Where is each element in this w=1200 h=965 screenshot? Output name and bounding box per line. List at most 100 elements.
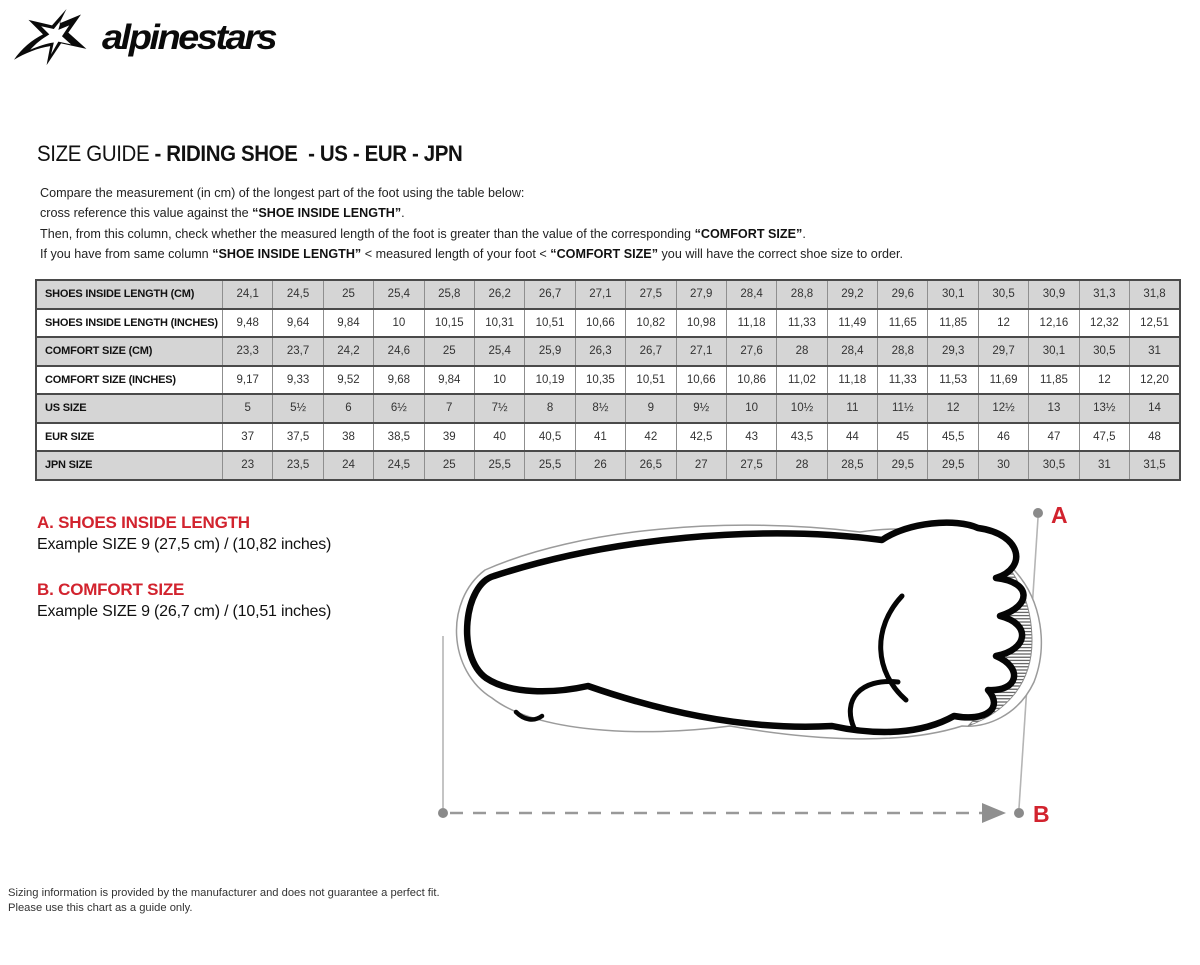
size-cell: 10,51 [524, 307, 576, 338]
size-cell: 30 [977, 450, 1030, 481]
size-table-body: SHOES INSIDE LENGTH (CM) 24,1 24,5 25 25,4 25… [35, 279, 1181, 481]
size-cell: 8½ [574, 393, 627, 424]
size-cell: 12 [977, 307, 1030, 338]
table-row: COMFORT SIZE (CM) 23,3 23,7 24,2 24,6 25 25,4 2… [35, 336, 1181, 367]
size-cell: 11,33 [776, 307, 828, 338]
size-cell: 10,19 [524, 364, 576, 395]
size-cell: 29,3 [927, 336, 979, 367]
size-cell: 10,86 [725, 364, 778, 395]
footer-line-2: Please use this chart as a guide only. [8, 902, 193, 914]
size-cell: 11,65 [877, 307, 929, 338]
intro-line-3: Then, from this column, check whether th… [40, 226, 806, 241]
page-title: SIZE GUIDE - RIDING SHOE - US - EUR - JP… [37, 141, 463, 167]
size-cell: 31 [1078, 450, 1131, 481]
size-cell: 30,1 [1028, 336, 1080, 367]
size-cell: 10,98 [675, 307, 727, 338]
size-cell: 25,8 [423, 279, 475, 310]
size-cell: 10½ [776, 393, 828, 424]
size-cell: 43 [725, 421, 778, 452]
size-table: SHOES INSIDE LENGTH (CM) 24,1 24,5 25 25,4 25… [35, 279, 1181, 481]
size-cell: 37 [221, 421, 274, 452]
size-cell: 10,82 [625, 307, 677, 338]
legend-a-example: Example SIZE 9 (27,5 cm) / (10,82 inches… [37, 536, 332, 553]
table-row: SHOES INSIDE LENGTH (INCHES) 9,48 9,64 9,84… [35, 307, 1181, 338]
alpinestars-wordmark: alpinestars [102, 18, 278, 57]
table-row: SHOES INSIDE LENGTH (CM) 24,1 24,5 25 25,4 25… [35, 279, 1181, 310]
table-row: JPN SIZE 23 23,5 24 24,5 25 25,5 25,5 26 26,5 27 27… [35, 450, 1181, 481]
size-cell: 9,64 [272, 307, 324, 338]
intro-text: Compare the measurement (in cm) of the l… [40, 183, 903, 264]
size-cell: 12 [1078, 364, 1131, 395]
foot-measurement-diagram: A B [438, 502, 1068, 827]
heel-dot [438, 808, 448, 818]
size-cell: 23 [221, 450, 274, 481]
size-cell: 11,53 [927, 364, 979, 395]
size-cell: 40 [473, 421, 526, 452]
size-cell: 11,18 [725, 307, 778, 338]
size-cell: 5½ [272, 393, 324, 424]
size-cell: 12 [927, 393, 979, 424]
size-cell: 28,8 [776, 279, 828, 310]
heel-crease-line [513, 709, 545, 722]
size-cell: 28 [776, 336, 828, 367]
size-cell: 12,51 [1129, 307, 1181, 338]
size-cell: 9,48 [221, 307, 274, 338]
size-cell: 48 [1129, 421, 1181, 452]
size-cell: 39 [423, 421, 475, 452]
page-title-prefix: SIZE GUIDE [37, 141, 155, 166]
size-cell: 42,5 [675, 421, 727, 452]
size-cell: 27,1 [675, 336, 727, 367]
size-cell: 30,5 [1028, 450, 1080, 481]
size-cell: 27,6 [725, 336, 778, 367]
size-cell: 13½ [1078, 393, 1131, 424]
size-cell: 9,17 [221, 364, 274, 395]
size-cell: 10,51 [625, 364, 677, 395]
size-cell: 10,15 [423, 307, 475, 338]
size-cell: 11,33 [877, 364, 929, 395]
toe-crease-line [878, 593, 909, 703]
size-cell: 9,52 [322, 364, 375, 395]
size-cell: 24,5 [373, 450, 425, 481]
size-cell: 23,3 [221, 336, 274, 367]
size-cell: 30,1 [927, 279, 979, 310]
size-cell: 30,5 [977, 279, 1030, 310]
size-cell: 12,16 [1028, 307, 1080, 338]
size-cell: 6 [322, 393, 375, 424]
size-cell: 28 [776, 450, 828, 481]
size-cell: 26,2 [473, 279, 526, 310]
size-cell: 11,02 [776, 364, 828, 395]
size-cell: 11,69 [977, 364, 1030, 395]
size-cell: 27 [675, 450, 727, 481]
size-cell: 29,5 [927, 450, 979, 481]
size-cell: 5 [221, 393, 274, 424]
size-cell: 24,1 [221, 279, 274, 310]
size-cell: 31,3 [1078, 279, 1131, 310]
size-cell: 25,5 [524, 450, 576, 481]
size-cell: 45,5 [927, 421, 979, 452]
size-cell: 38 [322, 421, 375, 452]
size-cell: 12,20 [1129, 364, 1181, 395]
legend-comfort-size: B. COMFORT SIZE Example SIZE 9 (26,7 cm)… [37, 580, 331, 621]
size-cell: 10 [473, 364, 526, 395]
size-cell: 42 [625, 421, 677, 452]
size-cell: 28,4 [725, 279, 778, 310]
size-cell: 10,66 [675, 364, 727, 395]
footer-disclaimer: Sizing information is provided by the ma… [8, 886, 440, 916]
size-cell: 31 [1129, 336, 1181, 367]
size-cell: 10 [373, 307, 425, 338]
size-cell: 11,85 [927, 307, 979, 338]
row-label: JPN SIZE [35, 450, 223, 481]
legend-shoes-inside-length: A. SHOES INSIDE LENGTH Example SIZE 9 (2… [37, 513, 331, 554]
size-cell: 24,6 [373, 336, 425, 367]
size-cell: 30,5 [1078, 336, 1131, 367]
size-cell: 41 [574, 421, 627, 452]
row-label: COMFORT SIZE (CM) [35, 336, 223, 367]
alpinestars-logo: alpinestars [14, 6, 278, 70]
alpinestars-star-icon [14, 9, 87, 66]
size-cell: 27,5 [625, 279, 677, 310]
ball-crease-line [847, 679, 901, 731]
size-cell: 26,7 [625, 336, 677, 367]
size-cell: 40,5 [524, 421, 576, 452]
size-cell: 29,2 [826, 279, 879, 310]
